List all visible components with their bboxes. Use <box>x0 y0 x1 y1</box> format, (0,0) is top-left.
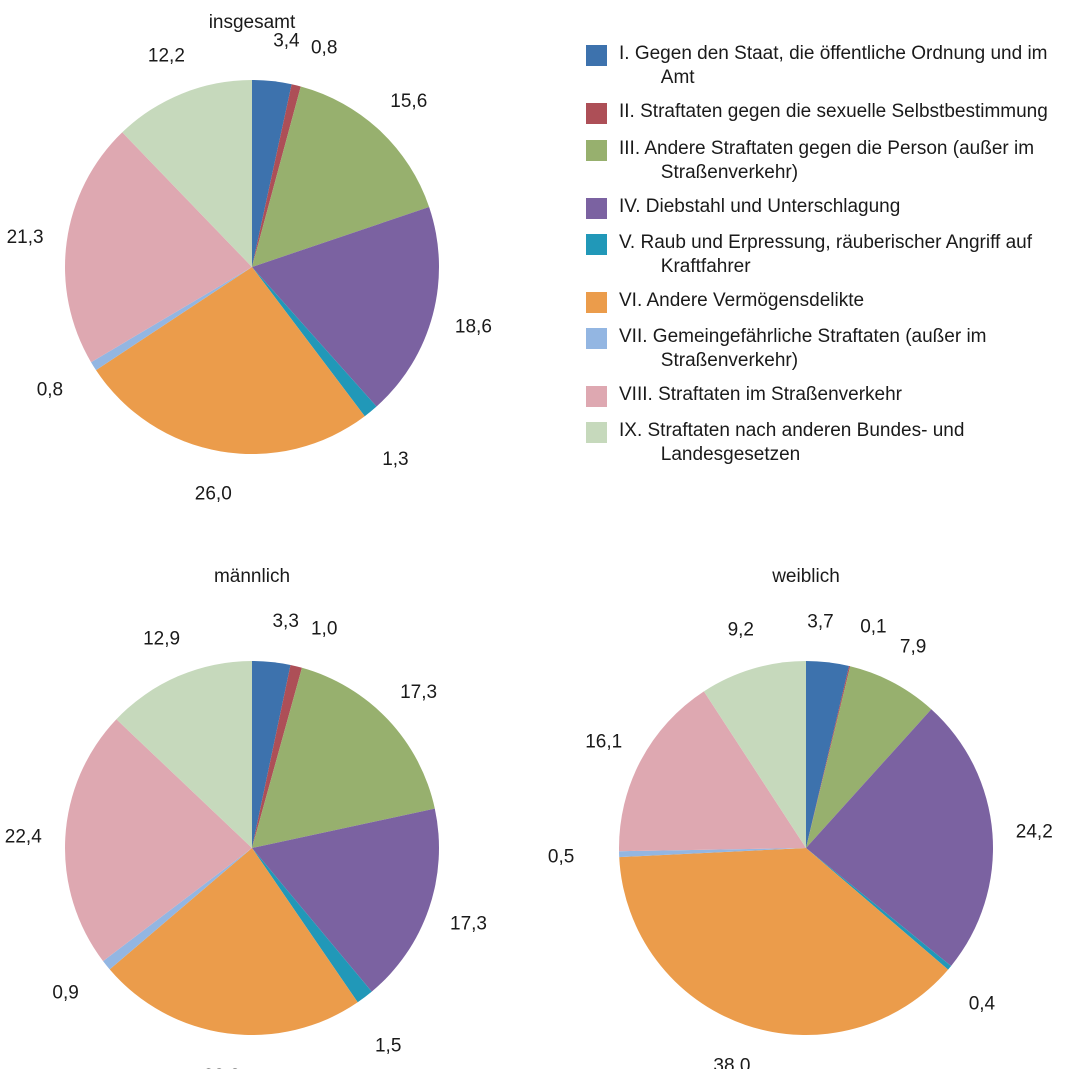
legend-label: IV. Diebstahl und Unterschlagung <box>619 196 901 217</box>
slice-value-label: 18,6 <box>455 316 492 337</box>
legend-item: II. Straftaten gegen die sexuelle Selbst… <box>586 100 1081 124</box>
slice-value-label: 0,4 <box>969 994 996 1015</box>
chart-title: weiblich <box>771 566 840 587</box>
legend-label: II. Straftaten gegen die sexuelle Selbst… <box>619 101 1048 122</box>
pie-slice-I <box>252 661 291 848</box>
pie-chart-insgesamt: insgesamt 3,4 0,8 15,6 18,6 1,3 26,0 0,8 21,3 12… <box>7 12 492 505</box>
pie-slice-I <box>252 80 292 267</box>
slice-value-label: 38,0 <box>713 1056 750 1069</box>
pie-slice-III <box>252 667 435 848</box>
pie-slice-V <box>252 267 377 417</box>
legend-label: V. Raub und Erpressung, räuberischer Ang… <box>619 232 1032 277</box>
pie-slice-IX <box>122 80 252 267</box>
legend-label: VI. Andere Vermögensdelikte <box>619 290 865 311</box>
legend-label: I. Gegen den Staat, die öffentliche Ordn… <box>619 43 1048 88</box>
legend-item: VII. Gemeingefährliche Straftaten (außer… <box>586 325 1081 373</box>
pie-slice-II <box>252 84 301 267</box>
slice-value-label: 1,5 <box>375 1036 401 1057</box>
pie-slice-I <box>806 661 850 848</box>
pie-slice-III <box>252 86 430 267</box>
pie-slice-IV <box>252 808 439 992</box>
legend-swatch <box>586 140 607 161</box>
pie-slice-IV <box>252 206 440 407</box>
legend-item: V. Raub und Erpressung, räuberischer Ang… <box>586 231 1081 279</box>
legend-swatch <box>586 103 607 124</box>
pie-slice-III <box>806 666 932 848</box>
pie-chart-maennlich: männlich 3,3 1,0 17,3 17,3 1,5 23,3 0,9 22,4 12,… <box>5 566 487 1069</box>
legend-swatch <box>586 45 607 66</box>
pie-slice-IV <box>806 709 994 966</box>
slice-value-label: 24,2 <box>1016 821 1053 842</box>
slice-value-label: 3,3 <box>272 611 298 632</box>
chart-title: männlich <box>214 566 290 587</box>
legend-swatch <box>586 422 607 443</box>
pie-slice-IX <box>116 661 252 848</box>
slice-value-label: 21,3 <box>7 227 44 248</box>
pie-slice-VI <box>96 267 365 455</box>
legend-swatch <box>586 328 607 349</box>
pie-slice-VII <box>91 267 252 371</box>
pie-slice-IX <box>703 661 806 848</box>
slice-value-label: 17,3 <box>400 682 437 703</box>
slice-value-label: 17,3 <box>450 914 487 935</box>
pie-slice-II <box>806 666 851 848</box>
legend-swatch <box>586 234 607 255</box>
slice-value-label: 3,4 <box>273 30 300 51</box>
pie-slice-VI <box>619 848 949 1036</box>
slice-value-label: 26,0 <box>195 484 232 505</box>
pie-slice-VIII <box>65 719 252 962</box>
slice-value-label: 22,4 <box>5 826 42 847</box>
legend-swatch <box>586 292 607 313</box>
legend-label: III. Andere Straftaten gegen die Person … <box>619 138 1035 183</box>
slice-value-label: 12,9 <box>143 629 180 650</box>
slice-value-label: 0,5 <box>548 847 574 868</box>
slice-value-label: 1,3 <box>382 449 408 470</box>
pie-slice-VIII <box>619 691 806 852</box>
chart-title: insgesamt <box>209 12 296 33</box>
legend-item: IX. Straftaten nach anderen Bundes- und … <box>586 419 1081 467</box>
slice-value-label: 0,9 <box>52 983 78 1004</box>
legend-label: VIII. Straftaten im Straßenverkehr <box>619 384 902 405</box>
slice-value-label: 1,0 <box>311 619 337 640</box>
legend-item: I. Gegen den Staat, die öffentliche Ordn… <box>586 42 1081 90</box>
slice-value-label: 9,2 <box>728 620 754 641</box>
pie-slice-V <box>806 848 952 970</box>
legend-item: VI. Andere Vermögensdelikte <box>586 289 1081 313</box>
slice-value-label: 15,6 <box>390 91 427 112</box>
pie-slice-VIII <box>64 132 252 363</box>
pie-slice-V <box>252 848 372 1003</box>
slice-value-label: 7,9 <box>900 637 926 658</box>
pie-slice-VI <box>109 848 358 1035</box>
legend-item: IV. Diebstahl und Unterschlagung <box>586 195 1081 219</box>
legend-swatch <box>586 386 607 407</box>
pie-slice-II <box>252 665 302 848</box>
chart-legend: I. Gegen den Staat, die öffentliche Ordn… <box>586 42 1081 467</box>
slice-value-label: 0,1 <box>860 616 886 637</box>
slice-value-label: 0,8 <box>311 38 337 59</box>
legend-swatch <box>586 198 607 219</box>
slice-value-label: 16,1 <box>585 732 622 753</box>
legend-label: IX. Straftaten nach anderen Bundes- und … <box>619 420 965 465</box>
legend-item: III. Andere Straftaten gegen die Person … <box>586 137 1081 185</box>
pie-slice-VII <box>619 848 806 858</box>
slice-value-label: 23,3 <box>203 1066 240 1069</box>
pie-chart-weiblich: weiblich 3,7 0,1 7,9 24,2 0,4 38,0 0,5 16,1 9,2 <box>548 566 1053 1069</box>
slice-value-label: 0,8 <box>37 380 63 401</box>
slice-value-label: 12,2 <box>148 46 185 67</box>
legend-label: VII. Gemeingefährliche Straftaten (außer… <box>619 326 987 371</box>
pie-slice-VII <box>103 848 252 970</box>
legend-item: VIII. Straftaten im Straßenverkehr <box>586 383 1081 407</box>
slice-value-label: 3,7 <box>807 612 833 633</box>
